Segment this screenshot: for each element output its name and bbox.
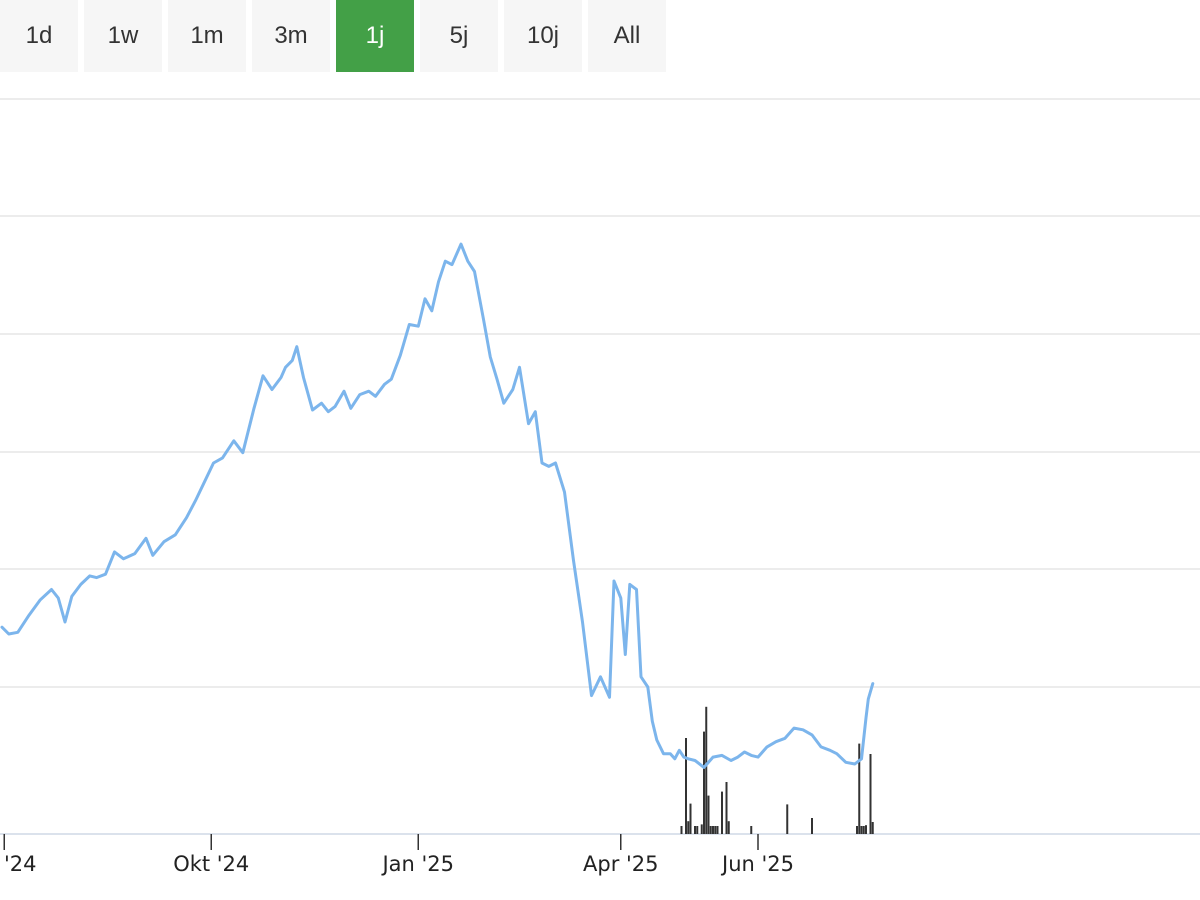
range-tab-1d[interactable]: 1d (0, 0, 78, 72)
volume-bar (700, 824, 703, 834)
range-tab-10j[interactable]: 10j (504, 0, 582, 72)
volume-bar (811, 818, 813, 834)
gridlines (0, 98, 1200, 835)
volume-bar (727, 821, 730, 834)
range-tab-1w[interactable]: 1w (84, 0, 162, 72)
volume-bar (694, 826, 696, 834)
volume-bar (871, 822, 874, 834)
volume-bar (714, 826, 717, 834)
price-line (0, 242, 875, 769)
volume-bar (696, 826, 699, 834)
x-tick-label: Jul '24 (0, 852, 37, 876)
volume-bar (858, 743, 861, 834)
volume-bar (865, 825, 867, 834)
x-axis: Jul '24 Okt '24 Jan '25 Apr '25 Jun '25 (0, 834, 794, 876)
volume-bars (680, 706, 874, 834)
x-tick-label: Apr '25 (583, 852, 659, 876)
x-tick-label: Jan '25 (380, 852, 454, 876)
price-series (0, 242, 875, 769)
volume-bar (725, 782, 728, 834)
volume-bar (856, 826, 858, 834)
volume-bar (705, 706, 708, 834)
volume-bar (712, 826, 714, 834)
volume-bar (862, 826, 865, 834)
range-tab-all[interactable]: All (588, 0, 666, 72)
volume-bar (703, 731, 705, 834)
volume-bar (721, 791, 723, 834)
volume-bar (750, 826, 753, 834)
volume-bar (869, 754, 872, 834)
volume-bar (707, 795, 710, 834)
volume-bar (860, 826, 863, 834)
volume-bar (689, 803, 692, 834)
volume-bar (709, 826, 712, 834)
x-tick-label: Jun '25 (720, 852, 794, 876)
range-tab-1j[interactable]: 1j (336, 0, 414, 72)
range-tab-5j[interactable]: 5j (420, 0, 498, 72)
range-tab-3m[interactable]: 3m (252, 0, 330, 72)
volume-bar (685, 738, 687, 834)
range-tab-1m[interactable]: 1m (168, 0, 246, 72)
volume-bar (687, 821, 690, 834)
volume-bar (786, 804, 789, 834)
volume-bar (680, 826, 683, 834)
x-tick-label: Okt '24 (173, 852, 249, 876)
volume-bar (716, 826, 719, 834)
range-selector: 1d 1w 1m 3m 1j 5j 10j All (0, 0, 672, 72)
